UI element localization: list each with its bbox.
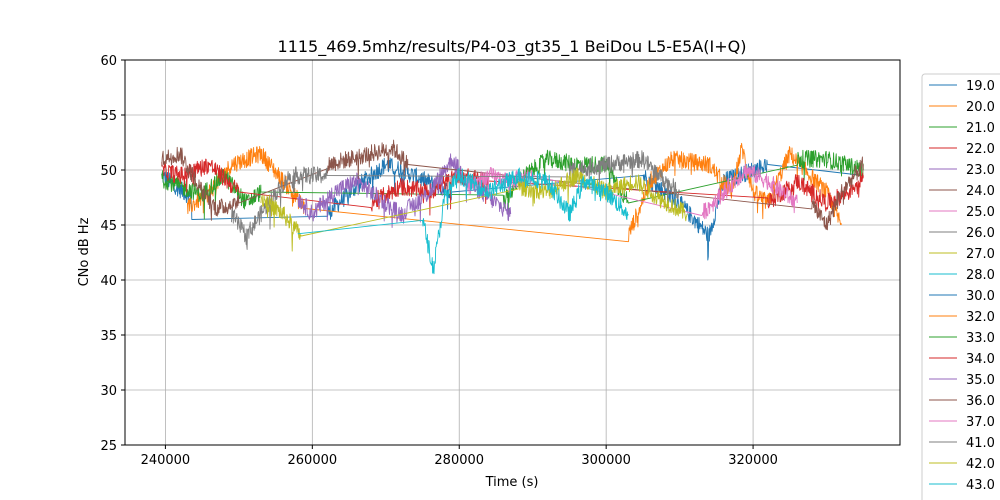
legend-label: 33.0 xyxy=(966,331,995,346)
y-tick-label: 25 xyxy=(100,439,117,454)
y-tick-label: 55 xyxy=(100,109,117,124)
legend-label: 23.0 xyxy=(966,163,995,178)
series-line-24.0 xyxy=(161,139,864,231)
series-line-25.0 xyxy=(466,163,798,220)
legend-label: 42.0 xyxy=(966,457,995,472)
y-tick-label: 50 xyxy=(100,164,117,179)
y-tick-label: 45 xyxy=(100,219,117,234)
legend-label: 32.0 xyxy=(966,310,995,325)
legend-frame xyxy=(921,73,1000,500)
legend-label: 25.0 xyxy=(966,205,995,220)
chart-title: 1115_469.5mhz/results/P4-03_gt35_1 BeiDo… xyxy=(278,37,747,57)
series-line-23.0 xyxy=(297,153,512,228)
legend-label: 36.0 xyxy=(966,394,995,409)
legend-label: 43.0 xyxy=(966,478,995,493)
legend-label: 35.0 xyxy=(966,373,995,388)
y-tick-label: 35 xyxy=(100,329,117,344)
x-tick-label: 320000 xyxy=(728,453,778,468)
legend-label: 24.0 xyxy=(966,184,995,199)
legend-label: 27.0 xyxy=(966,247,995,262)
series-line-27.0 xyxy=(260,167,688,252)
legend-label: 26.0 xyxy=(966,226,995,241)
legend-label: 19.0 xyxy=(966,79,995,94)
legend-label: 22.0 xyxy=(966,142,995,157)
legend-label: 30.0 xyxy=(966,289,995,304)
y-tick-label: 60 xyxy=(100,54,117,69)
x-tick-label: 260000 xyxy=(288,453,338,468)
series-line-28.0 xyxy=(297,167,629,275)
plot-frame xyxy=(124,59,901,446)
x-tick-label: 300000 xyxy=(581,453,631,468)
y-axis-label: CNo dB Hz xyxy=(77,217,92,286)
legend-label: 41.0 xyxy=(966,436,995,451)
legend-label: 34.0 xyxy=(966,352,995,367)
legend-label: 37.0 xyxy=(966,415,995,430)
legend: 19.0 20.0 21.0 22.0 23.0 24.0 25.0 26.0 27.0 28.0… xyxy=(921,73,1000,500)
series-line-20.0 xyxy=(186,142,842,243)
y-tick-label: 30 xyxy=(100,384,117,399)
x-axis-label: Time (s) xyxy=(485,475,539,490)
x-tick-label: 240000 xyxy=(141,453,191,468)
x-tick-label: 280000 xyxy=(434,453,484,468)
legend-label: 21.0 xyxy=(966,121,995,136)
legend-label: 28.0 xyxy=(966,268,995,283)
y-tick-label: 40 xyxy=(100,274,117,289)
legend-label: 20.0 xyxy=(966,100,995,115)
